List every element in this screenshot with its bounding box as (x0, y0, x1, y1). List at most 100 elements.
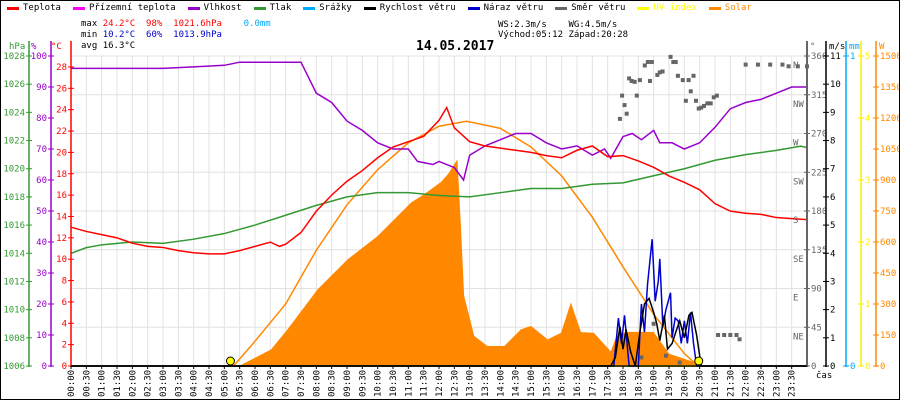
wind-direction-point (734, 333, 739, 337)
wind-direction-point (701, 103, 706, 108)
x-tick-label: 23:30 (788, 370, 798, 397)
axis-tick-label: 1050 (880, 145, 900, 155)
axis-tick-label: 300 (880, 300, 896, 310)
axis-tick-label: 1 (850, 52, 855, 62)
x-tick-label: 18:00 (619, 370, 629, 397)
axis-direction-label: SE (793, 255, 804, 265)
wind-direction-point (620, 93, 625, 98)
axis-tick-label: 90 (811, 285, 822, 295)
series-teplota (70, 105, 808, 255)
chart-date: 14.05.2017 (416, 39, 495, 54)
max-humidity: 98% (146, 19, 163, 29)
x-tick-label: 09:30 (358, 370, 368, 397)
axis-tick-label: 26 (56, 84, 67, 94)
axis-direction-label: NW (793, 100, 804, 110)
legend-swatch (555, 6, 568, 10)
axis-tick-label: 180 (811, 207, 827, 217)
axis-tick-label: 2 (62, 341, 67, 351)
axis-tick-label: 2 (830, 306, 835, 316)
wind-direction-point (634, 93, 639, 98)
wind-direction-point (683, 98, 688, 103)
wind-direction-point (705, 101, 710, 106)
wind-direction-point (711, 95, 716, 100)
x-tick-label: 21:00 (711, 370, 721, 397)
x-tick-label: 02:30 (144, 370, 154, 397)
axis-tick-label: 40 (36, 238, 47, 248)
x-tick-label: 01:00 (98, 370, 108, 397)
axis-tick-label: 0 (850, 362, 855, 372)
axis-tick-label: 4 (830, 249, 835, 259)
wind-direction-point (671, 60, 676, 65)
x-tick-label: 13:00 (466, 370, 476, 397)
stats-min: min 10.2°C 60% 1013.9hPa (81, 30, 222, 40)
axis-tick-label: 1024 (3, 108, 25, 118)
legend-item: Teplota (7, 3, 61, 13)
wind-direction-point (629, 78, 634, 83)
x-tick-label: 03:30 (174, 370, 184, 397)
axis-tick-label: 8 (830, 137, 835, 147)
wind-direction-point (728, 333, 733, 337)
x-tick-label: 10:00 (374, 370, 384, 397)
x-tick-label: 15:30 (542, 370, 552, 397)
axis-tick-label: 7 (830, 165, 835, 175)
wind-direction-point (737, 337, 742, 342)
wind-direction-point (673, 60, 678, 65)
wind-direction-point (696, 106, 701, 111)
x-tick-label: 20:00 (680, 370, 690, 397)
axis-direction-label: SW (793, 177, 804, 187)
axis-tick-label: 1020 (3, 165, 25, 175)
wind-direction-point (691, 73, 696, 78)
axis-tick-label: 5 (865, 52, 870, 62)
wind-direction-point (686, 78, 691, 83)
wind-direction-point (780, 62, 785, 67)
axis-tick-label: 270 (811, 130, 827, 140)
x-tick-label: 02:00 (128, 370, 138, 397)
x-tick-label: 17:30 (604, 370, 614, 397)
wind-direction-point (660, 69, 665, 74)
x-tick-label: 05:00 (220, 370, 230, 397)
axis-tick-label: 1 (865, 300, 870, 310)
axis-direction-label: N (793, 61, 798, 71)
legend-label: Solar (724, 3, 752, 13)
axis-tick-label: 1022 (3, 137, 25, 147)
wind-direction-point (647, 78, 652, 83)
legend: Teplota Přízemní teplota Vlhkost Tlak Srážky… (7, 3, 752, 13)
x-tick-label: 16:30 (573, 370, 583, 397)
legend-swatch (637, 6, 650, 10)
axis-tick-label: 750 (880, 207, 896, 217)
x-tick-label: 22:30 (757, 370, 767, 397)
legend-label: Náraz větru (483, 3, 544, 13)
axis-tick-label: 6 (830, 193, 835, 203)
wind-direction-point (722, 333, 727, 337)
x-tick-label: 19:30 (665, 370, 675, 397)
legend-swatch (253, 6, 266, 10)
x-tick-label: 22:00 (742, 370, 752, 397)
legend-label: Teplota (23, 3, 61, 13)
wind-direction-point (617, 116, 622, 121)
axis-direction-label: E (793, 294, 798, 304)
legend-label: Srážky (319, 3, 352, 13)
axis-tick-label: 1014 (3, 249, 25, 259)
sunset-time: Západ:20:28 (568, 30, 629, 40)
wind-direction-point (651, 321, 656, 326)
wind-direction-point (649, 60, 654, 65)
legend-item: Tlak (253, 3, 291, 13)
x-axis-label: čas (816, 370, 832, 381)
axis-tick-label: 70 (36, 145, 47, 155)
legend-item: Rychlost větru (363, 3, 456, 13)
axis-tick-label: 4 (865, 114, 870, 124)
axis-tick-label: 1006 (3, 362, 25, 372)
legend-item: UV index (637, 3, 697, 13)
x-tick-label: 09:00 (343, 370, 353, 397)
axis-tick-label: 5 (830, 221, 835, 231)
min-label: min (81, 30, 98, 40)
axis-tick-label: 600 (880, 238, 896, 248)
legend-item: Srážky (303, 3, 352, 13)
max-label: max (81, 19, 98, 29)
series-vlhkost (71, 61, 807, 182)
axis-tick-label: 1028 (3, 52, 25, 62)
axis-tick-label: 450 (880, 269, 896, 279)
legend-label: Přízemní teplota (88, 3, 176, 13)
